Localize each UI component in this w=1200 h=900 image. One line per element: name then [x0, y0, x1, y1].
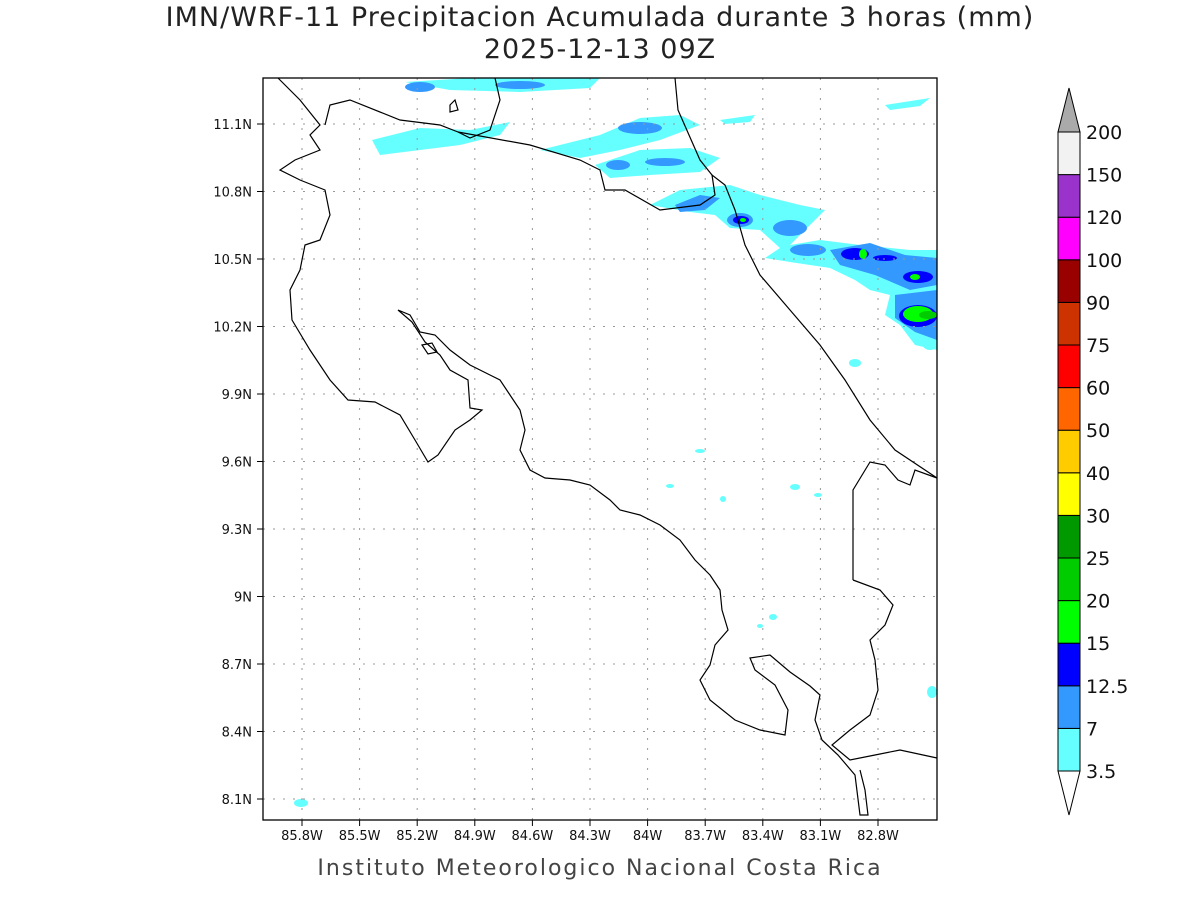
colorbar-swatch [1057, 472, 1081, 516]
colorbar-swatch [1057, 344, 1081, 389]
lat-label: 10.8N [213, 186, 252, 201]
colorbar-label: 120 [1086, 207, 1122, 229]
lat-label: 9.9N [222, 388, 252, 403]
colorbar-swatch [1057, 727, 1081, 772]
colorbar-label: 7 [1086, 718, 1098, 740]
colorbar-label: 90 [1086, 292, 1110, 314]
lat-label: 11.1N [213, 118, 252, 133]
colorbar-label: 20 [1086, 591, 1110, 613]
lat-label: 10.2N [213, 321, 252, 336]
lat-label: 10.5N [213, 253, 252, 268]
colorbar-over-arrow [1057, 87, 1081, 133]
map-grid [263, 78, 937, 820]
footer-credit: Instituto Meteorologico Nacional Costa R… [317, 856, 883, 881]
colorbar-label: 100 [1086, 250, 1122, 272]
map-title: IMN/WRF-11 Precipitacion Acumulada duran… [165, 2, 1035, 33]
longitude-labels: 85.8W 85.5W 85.2W 84.9W 84.6W 84.3W 84W 83.7W 83… [281, 820, 899, 844]
colorbar-swatch [1057, 259, 1081, 303]
colorbar: 3.5 7 12.5 15 20 25 30 40 50 60 75 90 100 120 150 200 [1057, 87, 1128, 816]
lat-label: 8.4N [222, 726, 252, 741]
colorbar-label: 150 [1086, 165, 1122, 187]
colorbar-swatch [1057, 557, 1081, 602]
colorbar-label: 3.5 [1086, 761, 1116, 783]
lon-label: 85.8W [281, 829, 323, 844]
lon-label: 84W [633, 829, 663, 844]
precipitation-field [294, 78, 937, 807]
colorbar-swatch [1057, 642, 1081, 687]
colorbar-label: 12.5 [1086, 676, 1128, 698]
colorbar-swatch [1057, 387, 1081, 431]
lat-label: 9N [234, 591, 252, 606]
colorbar-label: 60 [1086, 378, 1110, 400]
lon-label: 84.6W [511, 829, 553, 844]
colorbar-swatch [1057, 131, 1081, 176]
colorbar-under-arrow [1057, 770, 1081, 816]
colorbar-label: 25 [1086, 548, 1110, 570]
map-frame [262, 77, 938, 821]
lon-label: 85.2W [396, 829, 438, 844]
latitude-labels: 11.1N 10.8N 10.5N 10.2N 9.9N 9.6N 9.3N 9N 8.7N 8.… [213, 118, 263, 808]
colorbar-label: 75 [1086, 335, 1110, 357]
colorbar-label: 40 [1086, 463, 1110, 485]
colorbar-swatch [1057, 174, 1081, 218]
colorbar-swatch [1057, 216, 1081, 261]
lon-label: 82.8W [857, 829, 899, 844]
lat-label: 9.6N [222, 456, 252, 471]
lat-label: 8.7N [222, 658, 252, 673]
lon-label: 84.9W [454, 829, 496, 844]
lat-label: 9.3N [222, 523, 252, 538]
lon-label: 83.1W [799, 829, 841, 844]
colorbar-swatch [1057, 514, 1081, 559]
lon-label: 84.3W [569, 829, 611, 844]
colorbar-label: 15 [1086, 633, 1110, 655]
colorbar-swatch [1057, 301, 1081, 346]
colorbar-label: 50 [1086, 420, 1110, 442]
map-subtitle: 2025-12-13 09Z [483, 34, 717, 65]
colorbar-swatch [1057, 600, 1081, 644]
lat-label: 8.1N [222, 793, 252, 808]
lon-label: 85.5W [339, 829, 381, 844]
colorbar-label: 200 [1086, 122, 1122, 144]
lon-label: 83.7W [684, 829, 726, 844]
coastlines [277, 77, 938, 816]
colorbar-swatch [1057, 685, 1081, 729]
colorbar-label: 30 [1086, 505, 1110, 527]
lon-label: 83.4W [742, 829, 784, 844]
colorbar-swatch [1057, 429, 1081, 474]
